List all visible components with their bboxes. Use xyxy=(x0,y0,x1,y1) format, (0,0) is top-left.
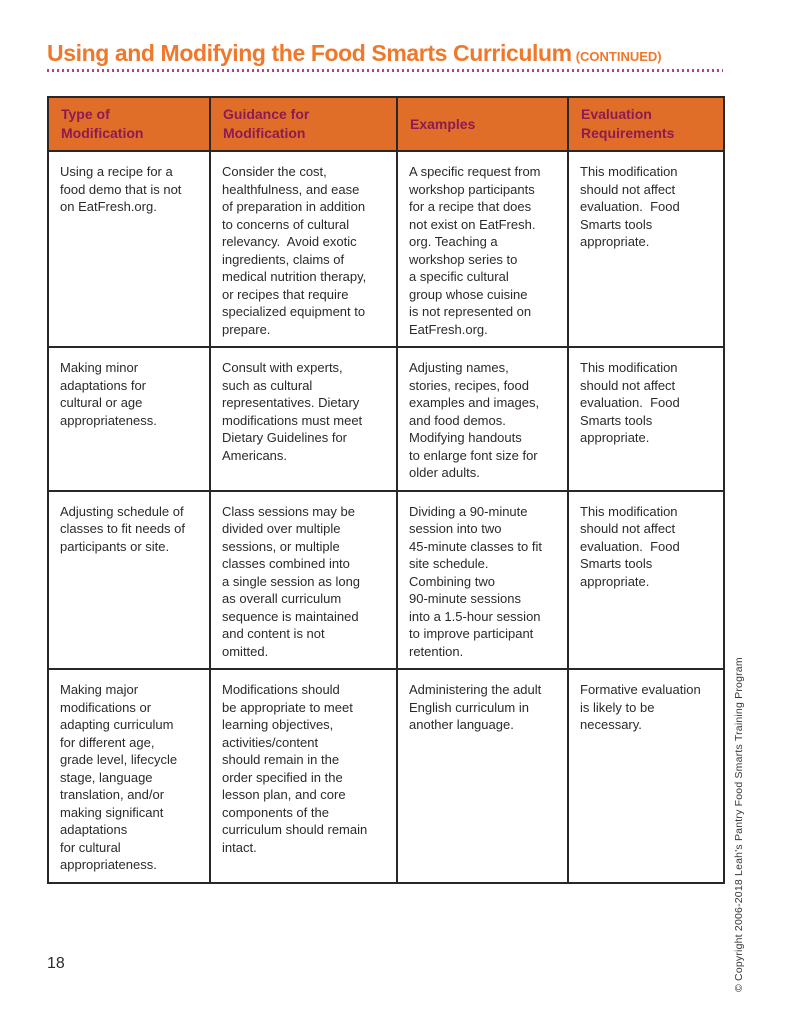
table-header-row: Type of Modification Guidance for Modifi… xyxy=(47,96,725,152)
cell-type: Adjusting schedule of classes to fit nee… xyxy=(47,489,211,670)
cell-guidance: Consult with experts, such as cultural r… xyxy=(209,346,398,492)
page-title: Using and Modifying the Food Smarts Curr… xyxy=(47,42,662,65)
table-row: Adjusting schedule of classes to fit nee… xyxy=(47,489,725,670)
cell-guidance: Modifications should be appropriate to m… xyxy=(209,668,398,884)
col-header-evaluation-requirements: Evaluation Requirements xyxy=(567,96,725,152)
cell-evaluation: This modification should not affect eval… xyxy=(567,489,725,670)
table-row: Making minor adaptations for cultural or… xyxy=(47,346,725,492)
col-header-type-of-modification: Type of Modification xyxy=(47,96,211,152)
page-number: 18 xyxy=(47,955,65,972)
table-row: Using a recipe for a food demo that is n… xyxy=(47,150,725,348)
modification-table: Type of Modification Guidance for Modifi… xyxy=(47,96,725,884)
cell-guidance: Consider the cost, healthfulness, and ea… xyxy=(209,150,398,348)
dotted-divider xyxy=(47,69,723,72)
copyright-sidebar-text: © Copyright 2006-2018 Leah's Pantry Food… xyxy=(733,657,745,992)
col-header-examples: Examples xyxy=(396,96,569,152)
cell-evaluation: Formative evaluation is likely to be nec… xyxy=(567,668,725,884)
cell-examples: Adjusting names, stories, recipes, food … xyxy=(396,346,569,492)
cell-type: Using a recipe for a food demo that is n… xyxy=(47,150,211,348)
cell-type: Making minor adaptations for cultural or… xyxy=(47,346,211,492)
cell-evaluation: This modification should not affect eval… xyxy=(567,346,725,492)
col-header-guidance-for-modification: Guidance for Modification xyxy=(209,96,398,152)
page-title-continued: (CONTINUED) xyxy=(575,49,662,64)
cell-guidance: Class sessions may be divided over multi… xyxy=(209,489,398,670)
table-row: Making major modifications or adapting c… xyxy=(47,668,725,884)
cell-evaluation: This modification should not affect eval… xyxy=(567,150,725,348)
cell-examples: Dividing a 90-minute session into two 45… xyxy=(396,489,569,670)
page-title-text: Using and Modifying the Food Smarts Curr… xyxy=(47,40,572,66)
cell-type: Making major modifications or adapting c… xyxy=(47,668,211,884)
cell-examples: A specific request from workshop partici… xyxy=(396,150,569,348)
cell-examples: Administering the adult English curricul… xyxy=(396,668,569,884)
